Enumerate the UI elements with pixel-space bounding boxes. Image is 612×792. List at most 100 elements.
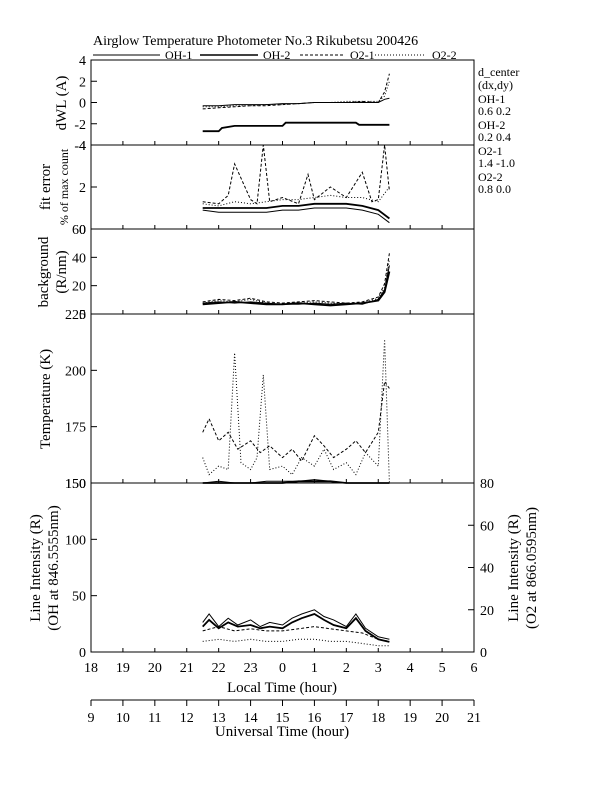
local-tick-5: 23 — [244, 661, 258, 676]
int-ylabel-left-2: (OH at 846.5555nm) — [46, 505, 62, 630]
local-tick-3: 21 — [180, 661, 194, 676]
ytick-label-bg-0: 60 — [72, 223, 86, 238]
ytick-right-label-4: 0 — [480, 646, 487, 661]
universal-tick-5: 14 — [244, 711, 258, 726]
d-center-info: d_center (dx,dy) OH-1 0.6 0.2 OH-2 0.2 0… — [478, 65, 519, 196]
series-int-oh-2 — [202, 613, 390, 643]
frame-fit — [90, 144, 475, 230]
o22-label: O2-2 — [478, 170, 503, 184]
o22-value: 0.8 0.0 — [478, 182, 511, 196]
universal-tick-11: 20 — [435, 711, 449, 726]
universal-tick-3: 12 — [180, 711, 194, 726]
o21-label: O2-1 — [478, 144, 503, 158]
universal-tick-8: 17 — [339, 711, 353, 726]
local-tick-6: 0 — [279, 661, 286, 676]
legend-label-o21: O2-1 — [350, 48, 375, 62]
frame-bg — [90, 228, 475, 315]
ytick-label-int-0: 150 — [65, 477, 86, 492]
ytick-label-dwl-4: -4 — [74, 139, 86, 154]
series-temp-oh-2 — [202, 480, 390, 484]
legend-label-oh2: OH-2 — [263, 48, 290, 62]
ytick-label-temp-3: 150 — [65, 477, 86, 492]
ytick-label-dwl-1: 2 — [79, 75, 86, 90]
series-bg-o2-1 — [202, 253, 390, 304]
local-tick-7: 1 — [311, 661, 318, 676]
series-dwl-oh-2 — [202, 121, 390, 133]
oh2-value: 0.2 0.4 — [478, 130, 511, 144]
d-center-subheading: (dx,dy) — [478, 78, 513, 92]
ytick-label-temp-0: 225 — [65, 308, 86, 323]
ytick-label-int-2: 50 — [72, 590, 86, 605]
series-temp-o2-1 — [202, 380, 390, 462]
panel-labels: dWL (A) fit error % of max count backgro… — [28, 76, 540, 631]
frame-dwl — [90, 59, 475, 146]
temp-ylabel: Temperature (K) — [38, 349, 54, 449]
int-ylabel-left-1: Line Intensity (R) — [28, 514, 44, 621]
universal-tick-12: 21 — [467, 711, 481, 726]
fit-ylabel-2: % of max count — [57, 148, 71, 225]
d-center-heading: d_center — [478, 65, 519, 79]
frame-int — [90, 482, 475, 653]
series-temp-o2-2 — [202, 339, 390, 484]
legend-label-o22: O2-2 — [432, 48, 457, 62]
ytick-label-bg-3: 0 — [79, 308, 86, 323]
series-fit-oh-2 — [202, 202, 390, 220]
bg-ylabel-2: (R/nm) — [54, 250, 70, 293]
local-tick-0: 18 — [84, 661, 98, 676]
int-ylabel-right-2: (O2 at 866.0595nm) — [524, 507, 540, 629]
series-lines — [202, 73, 391, 647]
ytick-label-dwl-0: 4 — [79, 54, 86, 69]
series-bg-oh-2 — [202, 271, 391, 307]
series-fit-o2-2 — [202, 186, 390, 207]
ytick-right-label-2: 40 — [480, 562, 494, 577]
ticks: 420-2-4420604020022520017515015010050080… — [65, 54, 494, 726]
series-int-oh-1 — [202, 609, 390, 640]
ytick-label-dwl-3: -2 — [74, 118, 86, 133]
bg-ylabel-1: background — [36, 236, 52, 307]
local-tick-2: 20 — [148, 661, 162, 676]
local-tick-12: 6 — [471, 661, 478, 676]
fit-ylabel-1: fit error — [38, 164, 54, 210]
dwl-ylabel: dWL (A) — [54, 76, 70, 131]
universal-tick-6: 15 — [276, 711, 290, 726]
series-dwl-oh-1 — [202, 97, 390, 107]
universal-tick-0: 9 — [88, 711, 95, 726]
oh1-label: OH-1 — [478, 92, 505, 106]
series-int-o2-1 — [202, 626, 390, 642]
series-bg-oh-1 — [202, 265, 390, 305]
universal-tick-7: 16 — [307, 711, 321, 726]
o21-value: 1.4 -1.0 — [478, 156, 515, 170]
local-tick-10: 4 — [407, 661, 414, 676]
oh2-label: OH-2 — [478, 118, 505, 132]
ytick-label-fit-1: 2 — [79, 181, 86, 196]
local-tick-9: 3 — [375, 661, 382, 676]
ytick-right-label-3: 20 — [480, 604, 494, 619]
universal-time-label: Universal Time (hour) — [215, 724, 349, 740]
local-tick-11: 5 — [439, 661, 446, 676]
universal-tick-1: 10 — [116, 711, 130, 726]
ytick-label-fit-0: 4 — [79, 139, 86, 154]
ytick-label-int-1: 100 — [65, 533, 86, 548]
panel-frames — [90, 59, 475, 653]
ytick-label-int-3: 0 — [79, 646, 86, 661]
universal-tick-9: 18 — [371, 711, 385, 726]
series-fit-oh-1 — [202, 207, 390, 224]
ytick-label-dwl-2: 0 — [79, 97, 86, 112]
legend: OH-1 OH-2 O2-1 O2-2 — [93, 48, 457, 62]
universal-tick-2: 11 — [148, 711, 161, 726]
series-bg-o2-2 — [202, 259, 390, 305]
series-fit-o2-1 — [202, 144, 390, 205]
ytick-label-bg-1: 40 — [72, 251, 86, 266]
local-tick-8: 2 — [343, 661, 350, 676]
ytick-label-temp-2: 175 — [65, 421, 86, 436]
oh1-value: 0.6 0.2 — [478, 104, 511, 118]
legend-label-oh1: OH-1 — [165, 48, 192, 62]
ytick-label-fit-2: 0 — [79, 223, 86, 238]
ytick-label-bg-2: 20 — [72, 280, 86, 295]
universal-tick-4: 13 — [212, 711, 226, 726]
int-ylabel-right-1: Line Intensity (R) — [506, 514, 522, 621]
universal-tick-10: 19 — [403, 711, 417, 726]
local-tick-1: 19 — [116, 661, 130, 676]
ytick-label-temp-1: 200 — [65, 364, 86, 379]
